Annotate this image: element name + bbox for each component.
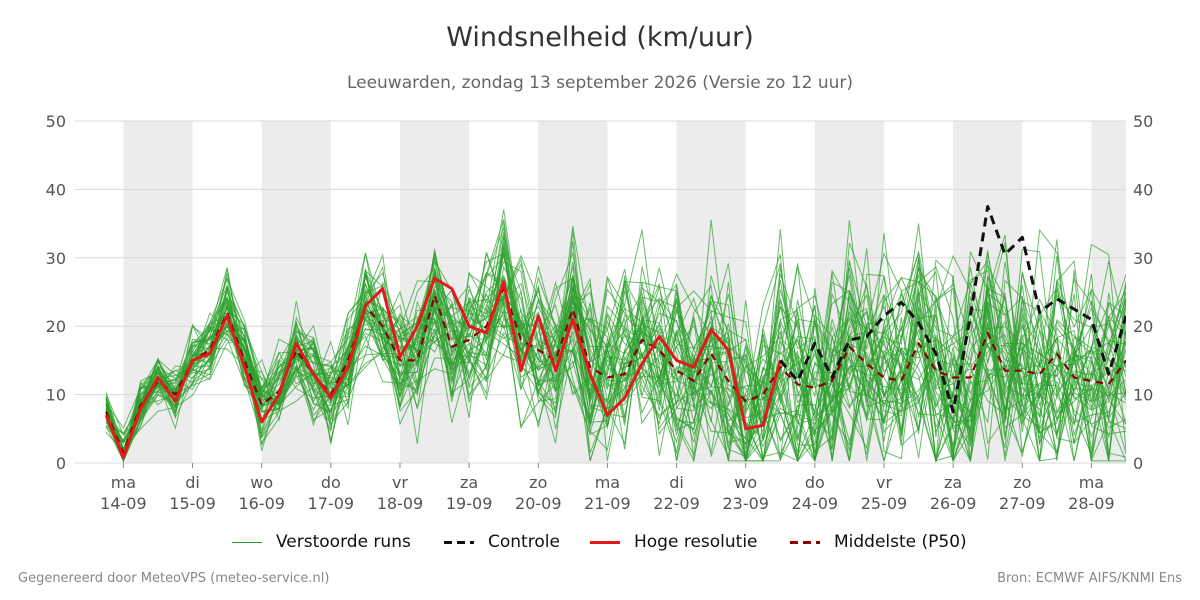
legend-swatch-control [444, 540, 474, 544]
x-tick-date: 27-09 [999, 494, 1046, 513]
x-tick-date: 17-09 [308, 494, 355, 513]
y-tick-label: 10 [1133, 386, 1153, 405]
y-axis-left: 0 10 20 30 40 50 [46, 112, 66, 473]
x-tick-date: 19-09 [446, 494, 493, 513]
x-tick-day: ma [595, 473, 620, 492]
x-tick-day: do [805, 473, 825, 492]
ensemble-members [105, 209, 1126, 463]
x-tick-date: 23-09 [722, 494, 769, 513]
x-tick-day: di [185, 473, 200, 492]
footer-generated-by: Gegenereerd door MeteoVPS (meteo-service… [18, 571, 330, 586]
y-tick-label: 20 [1133, 317, 1153, 336]
ensemble-line [105, 260, 1126, 463]
x-tick-date: 24-09 [792, 494, 839, 513]
x-tick-date: 14-09 [100, 494, 147, 513]
legend-item-median[interactable]: Middelste (P50) [790, 530, 967, 554]
x-tick-date: 22-09 [653, 494, 700, 513]
legend: Verstoorde runs Controle Hoge resolutie … [0, 530, 1200, 554]
y-tick-label: 10 [46, 386, 66, 405]
hires-line [104, 276, 782, 459]
x-tick-day: za [460, 473, 478, 492]
x-tick-date: 16-09 [238, 494, 285, 513]
x-tick-date: 18-09 [377, 494, 424, 513]
legend-label-control: Controle [488, 532, 560, 552]
x-tick-date: 21-09 [584, 494, 631, 513]
chart-title: Windsnelheid (km/uur) [446, 22, 754, 53]
y-tick-label: 0 [56, 454, 66, 473]
y-tick-label: 40 [46, 180, 66, 199]
x-tick-day: do [321, 473, 341, 492]
x-tick-day: vr [392, 473, 408, 492]
ensemble-line [105, 229, 1126, 463]
x-tick-day: di [669, 473, 684, 492]
y-tick-label: 30 [1133, 249, 1153, 268]
x-tick-date: 15-09 [169, 494, 216, 513]
legend-item-hires[interactable]: Hoge resolutie [590, 530, 758, 554]
chart-subtitle: Leeuwarden, zondag 13 september 2026 (Ve… [346, 73, 854, 93]
y-tick-label: 20 [46, 317, 66, 336]
x-tick-day: vr [876, 473, 892, 492]
x-tick-day: za [944, 473, 962, 492]
ensemble-line [105, 252, 1126, 462]
x-tick-day: wo [734, 473, 757, 492]
legend-label-median: Middelste (P50) [834, 532, 967, 552]
legend-swatch-median [790, 540, 820, 544]
legend-item-control[interactable]: Controle [444, 530, 560, 554]
median-line [105, 287, 1126, 454]
ensemble-line [105, 231, 1126, 462]
y-tick-label: 50 [46, 112, 66, 131]
x-tick-date: 28-09 [1068, 494, 1115, 513]
y-tick-label: 50 [1133, 112, 1153, 131]
x-tick-date: 20-09 [515, 494, 562, 513]
x-tick-day: zo [1013, 473, 1031, 492]
x-tick-day: ma [1079, 473, 1104, 492]
footer-source: Bron: ECMWF AIFS/KNMI Ens [997, 571, 1182, 586]
y-tick-label: 0 [1133, 454, 1143, 473]
legend-label-ensemble: Verstoorde runs [276, 532, 411, 552]
x-tick-day: ma [111, 473, 136, 492]
legend-swatch-hires [590, 540, 620, 544]
legend-item-ensemble[interactable]: Verstoorde runs [232, 530, 411, 554]
control-line [779, 205, 1126, 414]
y-tick-label: 30 [46, 249, 66, 268]
y-tick-label: 40 [1133, 180, 1153, 199]
x-tick-date: 26-09 [930, 494, 977, 513]
ensemble-line [105, 236, 1126, 463]
x-tick-day: wo [250, 473, 273, 492]
legend-swatch-ensemble [232, 541, 262, 543]
main-series [104, 205, 1126, 459]
x-axis: ma 14-09 di 15-09 wo 16-09 do 17-09 vr 18-09 za 19-… [100, 463, 1115, 513]
legend-label-hires: Hoge resolutie [634, 532, 758, 552]
x-tick-date: 25-09 [861, 494, 908, 513]
ensemble-line [105, 219, 1126, 463]
y-axis-right: 0 10 20 30 40 50 [1133, 112, 1153, 473]
x-tick-day: zo [529, 473, 547, 492]
wind-speed-chart: 0 10 20 30 40 50 0 10 20 30 40 50 ma 14-09 di 15-09 wo… [46, 112, 1154, 513]
